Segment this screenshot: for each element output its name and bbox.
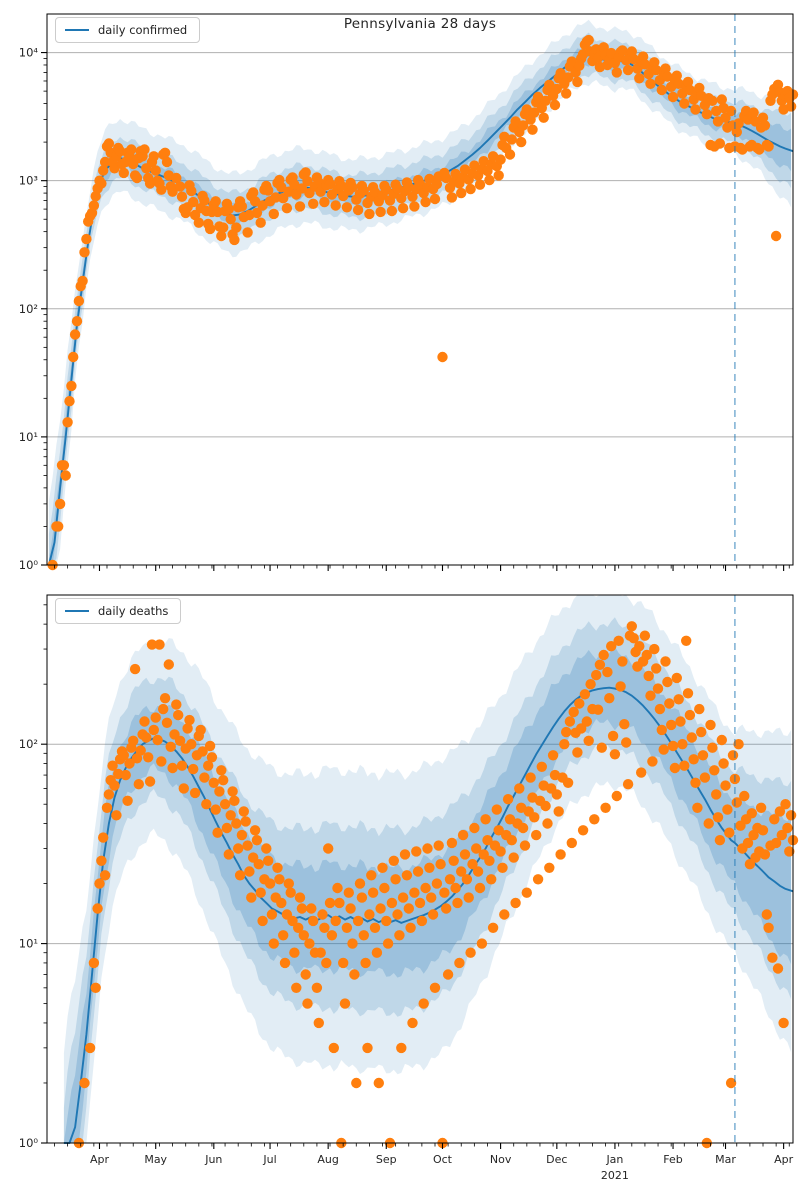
legend-confirmed-label: daily confirmed bbox=[98, 23, 188, 37]
legend-confirmed: daily confirmed bbox=[55, 17, 201, 43]
deaths-x-axis: Apr May Jun Jul Aug Sep Oct Nov Dec Jan Feb Mar Apr 2… bbox=[54, 1143, 794, 1182]
svg-text:Apr: Apr bbox=[90, 1153, 110, 1166]
svg-text:Jan: Jan bbox=[605, 1153, 623, 1166]
confirmed-scatter bbox=[47, 34, 799, 571]
confirmed-panel: 10⁰ 10¹ 10² 10³ 10⁴ bbox=[19, 13, 799, 572]
svg-text:Dec: Dec bbox=[546, 1153, 567, 1166]
svg-text:Apr: Apr bbox=[774, 1153, 794, 1166]
svg-text:Oct: Oct bbox=[433, 1153, 453, 1166]
svg-text:10⁴: 10⁴ bbox=[19, 46, 39, 60]
svg-text:Feb: Feb bbox=[663, 1153, 682, 1166]
svg-text:10⁰: 10⁰ bbox=[19, 1136, 39, 1150]
deaths-panel: 10⁰ 10¹ 10² Apr May Jun Jul Aug Sep Oct Nov Dec Jan F… bbox=[19, 594, 799, 1182]
legend-deaths: daily deaths bbox=[55, 598, 182, 624]
deaths-band-mid bbox=[63, 617, 792, 1143]
svg-text:Aug: Aug bbox=[317, 1153, 338, 1166]
svg-text:10²: 10² bbox=[19, 302, 38, 316]
x-axis-year-label: 2021 bbox=[601, 1169, 629, 1182]
svg-text:10¹: 10¹ bbox=[19, 937, 38, 951]
confirmed-x-axis bbox=[54, 565, 790, 571]
svg-text:10³: 10³ bbox=[19, 174, 39, 188]
svg-text:Mar: Mar bbox=[715, 1153, 736, 1166]
confirmed-line-swatch bbox=[65, 29, 89, 31]
confirmed-y-axis: 10⁰ 10¹ 10² 10³ 10⁴ bbox=[19, 46, 47, 572]
confirmed-spines bbox=[46, 13, 794, 566]
svg-text:Nov: Nov bbox=[490, 1153, 512, 1166]
deaths-y-axis: 10⁰ 10¹ 10² bbox=[19, 604, 47, 1150]
svg-text:10²: 10² bbox=[19, 737, 38, 751]
svg-text:10⁰: 10⁰ bbox=[19, 558, 39, 572]
chart-title: Pennsylvania 28 days bbox=[343, 16, 497, 32]
svg-text:May: May bbox=[144, 1153, 167, 1166]
svg-text:Jul: Jul bbox=[262, 1153, 276, 1166]
svg-text:Jun: Jun bbox=[204, 1153, 222, 1166]
deaths-spines bbox=[46, 594, 794, 1144]
svg-text:10¹: 10¹ bbox=[19, 430, 38, 444]
svg-text:Sep: Sep bbox=[376, 1153, 397, 1166]
deaths-line-swatch bbox=[65, 610, 89, 612]
legend-deaths-label: daily deaths bbox=[98, 604, 169, 618]
deaths-scatter bbox=[73, 621, 799, 1149]
